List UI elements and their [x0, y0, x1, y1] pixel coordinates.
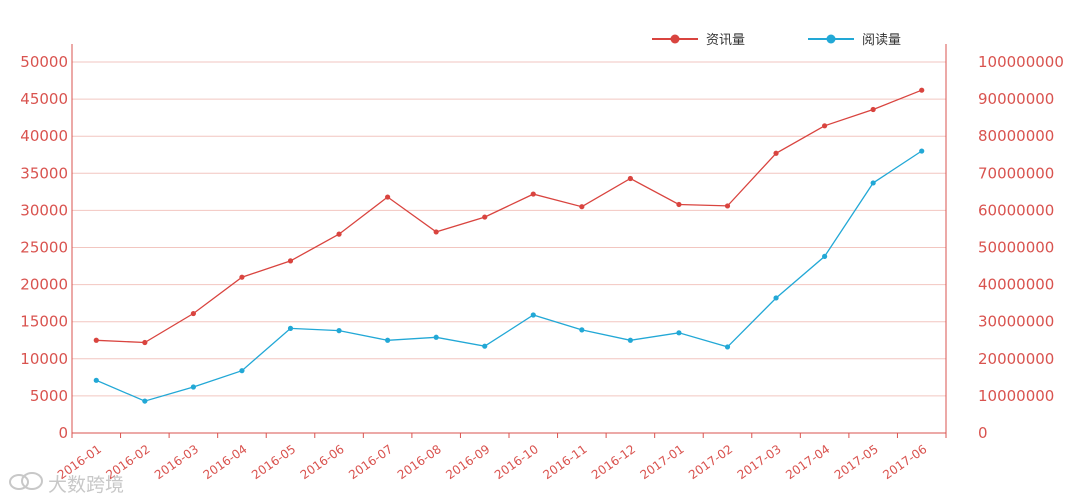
left-y-tick-label: 0: [58, 424, 68, 442]
data-point: [530, 312, 536, 318]
watermark: 大数跨境: [9, 472, 124, 496]
x-tick-label: 2016-12: [589, 442, 638, 482]
data-point: [870, 180, 876, 186]
data-point: [822, 253, 828, 260]
x-tick-label: 2016-08: [395, 442, 444, 482]
series-line-2: [96, 150, 923, 402]
data-point: [190, 310, 196, 317]
x-tick-label: 2016-11: [540, 442, 589, 482]
right-y-tick-label: 10000000: [978, 387, 1054, 405]
legend-swatch-dot: [826, 34, 836, 44]
right-y-tick-label: 60000000: [978, 201, 1054, 219]
data-point: [93, 337, 99, 343]
left-y-tick-label: 30000: [20, 201, 68, 219]
series-line-1: [96, 89, 922, 344]
data-point: [93, 377, 99, 383]
left-y-tick-label: 15000: [20, 313, 68, 331]
data-point: [724, 344, 731, 350]
right-y-tick-label: 0: [978, 424, 988, 442]
data-point: [773, 150, 779, 156]
data-point: [724, 203, 731, 209]
x-tick-label: 2017-05: [832, 442, 881, 482]
data-point: [190, 384, 196, 390]
left-y-tick-label: 10000: [20, 350, 68, 368]
data-point: [773, 295, 779, 301]
data-point: [919, 148, 925, 154]
x-tick-label: 2017-02: [686, 442, 735, 482]
x-tick-label: 2016-09: [443, 442, 492, 482]
left-y-tick-label: 20000: [20, 276, 68, 294]
data-point: [287, 258, 294, 264]
left-y-tick-label: 5000: [30, 387, 68, 405]
legend-label: 资讯量: [706, 33, 745, 48]
data-point: [433, 229, 439, 235]
data-point: [239, 274, 245, 280]
data-point: [627, 337, 633, 343]
data-point: [287, 325, 294, 331]
x-tick-label: 2017-04: [783, 442, 832, 482]
right-y-tick-label: 80000000: [978, 127, 1054, 145]
data-point: [676, 330, 682, 336]
data-point: [385, 337, 391, 343]
right-y-tick-label: 70000000: [978, 164, 1054, 182]
data-point: [433, 334, 439, 340]
data-point: [627, 175, 633, 182]
x-tick-label: 2016-04: [201, 442, 250, 482]
data-point: [239, 368, 245, 374]
grid-lines: [72, 61, 946, 397]
x-tick-label: 2016-05: [249, 442, 298, 482]
x-tick-label: 2016-06: [298, 442, 347, 482]
right-y-tick-label: 50000000: [978, 239, 1054, 257]
x-tick-label: 2016-03: [152, 442, 201, 482]
right-y-tick-label: 100000000: [978, 53, 1064, 71]
x-tick-label: 2017-01: [638, 442, 687, 482]
chat-bubble-logo-icon: [9, 472, 43, 490]
left-y-tick-label: 40000: [20, 127, 68, 145]
right-y-tick-label: 30000000: [978, 313, 1054, 331]
left-y-axis-ticks: 0 5000 10000 15000 20000 25000 30000 35000 40000…: [20, 53, 68, 442]
x-tick-label: 2016-07: [346, 442, 395, 482]
data-point: [482, 214, 488, 220]
left-y-tick-label: 50000: [20, 53, 68, 71]
right-y-tick-label: 40000000: [978, 276, 1054, 294]
data-point: [870, 106, 876, 113]
data-point: [579, 327, 585, 333]
left-y-tick-label: 45000: [20, 90, 68, 108]
legend-label: 阅读量: [862, 33, 901, 48]
right-y-axis-ticks: 0 10000000 20000000 30000000 40000000 5000000…: [978, 53, 1064, 442]
right-y-tick-label: 20000000: [978, 350, 1054, 368]
x-tick-label: 2017-06: [880, 442, 929, 482]
series-lines: [93, 87, 925, 404]
right-y-tick-label: 90000000: [978, 90, 1054, 108]
watermark-text: 大数跨境: [48, 474, 124, 496]
data-point: [336, 328, 342, 334]
data-point: [676, 201, 682, 208]
data-point: [142, 398, 148, 404]
left-y-tick-label: 25000: [20, 239, 68, 257]
data-point: [530, 191, 536, 197]
data-point: [822, 123, 828, 129]
data-point: [919, 87, 925, 93]
data-point: [579, 204, 585, 210]
data-point: [385, 194, 391, 200]
axes: [71, 44, 947, 434]
data-point: [336, 231, 342, 237]
x-tick-label: 2016-10: [492, 442, 541, 482]
legend: 资讯量 阅读量: [652, 33, 901, 48]
x-tick-label: 2017-03: [735, 442, 784, 482]
legend-swatch-dot: [670, 34, 680, 44]
data-point: [482, 343, 488, 349]
data-point: [142, 339, 148, 346]
x-axis-ticks: 2016-01 2016-02 2016-03 2016-04 2016-05 2016-…: [55, 433, 947, 482]
left-y-tick-label: 35000: [20, 164, 68, 182]
